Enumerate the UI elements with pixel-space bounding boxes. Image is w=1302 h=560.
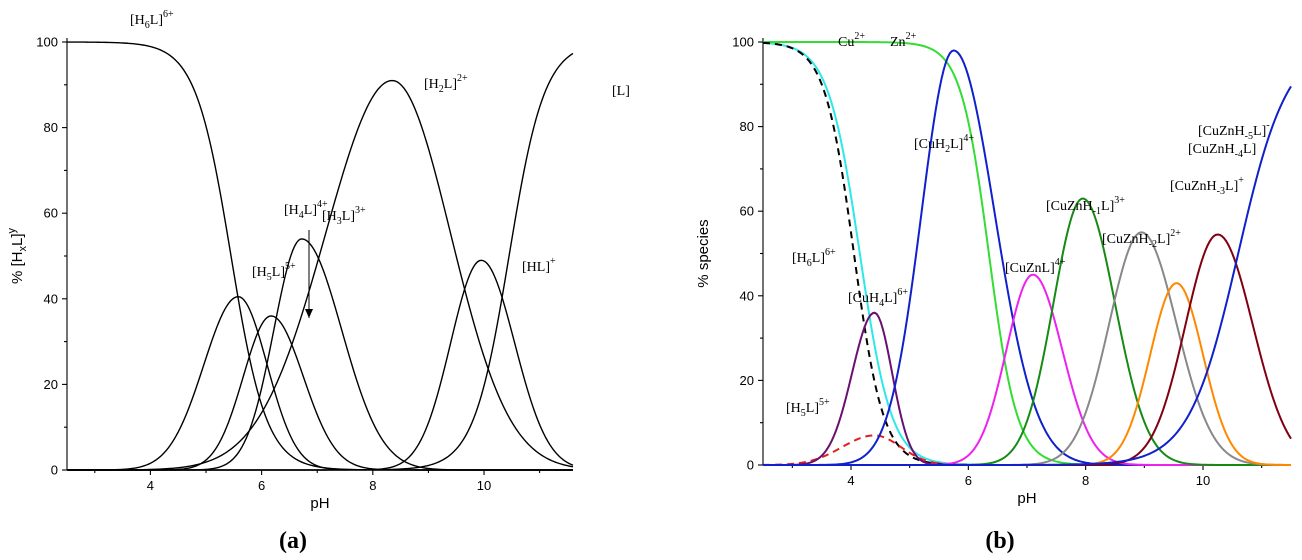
species-label: [CuZnH-3L]+: [1170, 175, 1244, 197]
series-line: [67, 79, 574, 471]
y-tick-label: 80: [44, 120, 58, 135]
y-axis-title: % [HxL]y: [6, 227, 29, 284]
x-tick-label: 10: [477, 478, 491, 493]
y-tick-label: 40: [740, 288, 754, 303]
species-label: Cu2+: [838, 31, 865, 50]
x-axis-title: pH: [310, 495, 329, 512]
y-tick-label: 0: [51, 463, 58, 478]
y-tick-label: 100: [732, 35, 754, 50]
y-tick-label: 60: [44, 206, 58, 221]
x-axis-title: pH: [1017, 490, 1036, 507]
species-label: [H6L]6+: [130, 9, 174, 31]
species-label: [L]: [612, 84, 630, 99]
y-axis-title: % species: [695, 219, 712, 287]
x-tick-label: 10: [1196, 473, 1210, 488]
species-label: [CuZnH-4L]: [1188, 142, 1256, 160]
y-tick-label: 20: [740, 373, 754, 388]
species-label: [CuZnH-5L]-: [1198, 120, 1270, 142]
x-tick-label: 8: [369, 478, 376, 493]
species-label: [H5L]5+: [252, 261, 296, 283]
series-line: [762, 41, 1291, 466]
x-tick-label: 4: [147, 478, 154, 493]
panel-label: (a): [279, 528, 307, 554]
series-line: [66, 41, 573, 471]
species-label: [CuH2L]4+: [914, 133, 974, 155]
series-line: [763, 85, 1292, 466]
species-label: Zn2+: [890, 31, 917, 50]
species-label: [CuZnH-2L]2+: [1102, 228, 1181, 250]
x-tick-label: 6: [258, 478, 265, 493]
x-tick-label: 4: [847, 473, 854, 488]
series-line: [762, 41, 1291, 466]
series-line: [763, 49, 1291, 466]
y-tick-label: 0: [747, 458, 754, 473]
series-line: [67, 259, 574, 471]
species-label: [CuH4L]6+: [848, 287, 908, 309]
y-tick-label: 80: [740, 119, 754, 134]
species-label: [H6L]6+: [792, 247, 836, 269]
species-label: [H4L]4+: [284, 199, 328, 221]
y-tick-label: 100: [36, 35, 58, 50]
species-label: [CuZnL]4+: [1005, 257, 1066, 276]
species-label: [CuZnH-1L]3+: [1046, 195, 1125, 217]
panel-label: (b): [985, 528, 1014, 554]
series-line: [67, 238, 573, 471]
species-label: [HL]+: [522, 256, 556, 275]
x-tick-label: 8: [1082, 473, 1089, 488]
species-label: [H3L]3+: [322, 205, 366, 227]
y-tick-label: 20: [44, 377, 58, 392]
series-line: [67, 52, 574, 471]
x-tick-label: 6: [965, 473, 972, 488]
y-tick-label: 60: [740, 204, 754, 219]
species-label: [H2L]2+: [424, 73, 468, 95]
annotation-arrowhead: [305, 309, 313, 318]
species-label: [H5L]5+: [786, 397, 830, 419]
series-line: [763, 41, 1291, 466]
y-tick-label: 40: [44, 291, 58, 306]
